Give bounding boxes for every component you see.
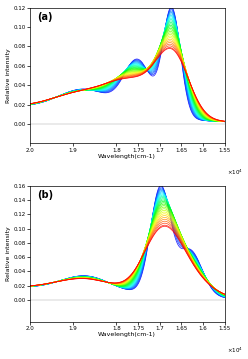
Y-axis label: Relative intensity: Relative intensity: [5, 226, 11, 281]
Text: (a): (a): [37, 11, 53, 22]
X-axis label: Wavelength(cm-1): Wavelength(cm-1): [98, 332, 156, 337]
X-axis label: Wavelength(cm-1): Wavelength(cm-1): [98, 154, 156, 159]
Text: $\times10^4$: $\times10^4$: [226, 346, 243, 355]
Text: $\times10^4$: $\times10^4$: [226, 168, 243, 177]
Text: (b): (b): [37, 190, 54, 200]
Y-axis label: Relative intensity: Relative intensity: [5, 48, 11, 103]
